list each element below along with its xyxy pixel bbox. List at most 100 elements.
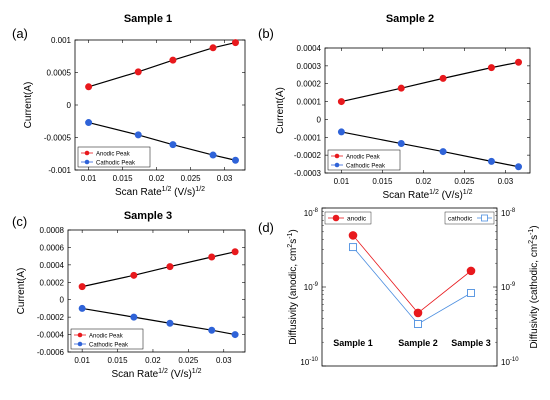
- legend-entry: Anodic Peak: [89, 333, 124, 339]
- series-anodic: [85, 39, 239, 91]
- series-cathodic: [78, 304, 239, 339]
- y-axis-label-text: Diffusivity (anodic, cm: [288, 248, 299, 345]
- y-axis-label: Current(A): [16, 268, 27, 315]
- panel-label: (a): [12, 26, 28, 41]
- legend-entry: Anodic Peak: [96, 151, 131, 157]
- x-tick-label: 0.015: [108, 356, 129, 365]
- data-point: [78, 304, 86, 312]
- data-point: [169, 141, 177, 149]
- y-tick-label-left: 10-10: [300, 357, 318, 367]
- data-point: [348, 231, 358, 240]
- series-anodic: [348, 231, 476, 318]
- legend-swatch-marker: [334, 162, 340, 168]
- y-tick-label: 0.0006: [40, 243, 65, 252]
- panel-title: Sample 2: [386, 13, 434, 25]
- y-axis-label-sup2: -1: [528, 229, 535, 235]
- data-point: [130, 271, 138, 279]
- data-point: [397, 84, 405, 92]
- y-axis-label-sup: 2: [528, 240, 535, 244]
- y-tick-label: -0.0006: [37, 348, 65, 357]
- series-line: [352, 235, 472, 314]
- y-tick-exp: -10: [309, 357, 318, 363]
- legend-entry: Anodic Peak: [346, 154, 381, 160]
- panel-title: Sample 3: [124, 210, 172, 222]
- y-tick-label: 0.0004: [297, 44, 322, 53]
- series-cathodic: [85, 119, 239, 164]
- y-tick-label: 0: [67, 101, 72, 110]
- y-axis-label-end: ): [529, 225, 540, 228]
- x-axis-label-units-sup: 1/2: [192, 368, 202, 375]
- y-tick-label: 0.0002: [297, 80, 322, 89]
- y-tick-label: 0.0005: [47, 69, 72, 78]
- y-axis-label: Current(A): [23, 82, 34, 129]
- data-point: [134, 68, 142, 76]
- y-tick-base: 10: [304, 209, 313, 218]
- y-tick-label: -0.0002: [37, 313, 65, 322]
- x-axis-label-sup: 1/2: [162, 186, 172, 193]
- y-tick-base: 10: [501, 209, 510, 218]
- y-axis-label-sup2: -1: [287, 232, 294, 238]
- y-tick-label: 0: [317, 115, 322, 124]
- y-tick-exp: -10: [510, 357, 519, 363]
- panel-3: (c) Sample 3 -0.0006 -0.0004 -0.0002 0 0.0002 0…: [12, 210, 246, 380]
- y-axis-label-text: Diffusivity (cathodic, cm: [529, 244, 540, 349]
- data-point: [439, 74, 447, 82]
- y-axis-label-left: Diffusivity (anodic, cm2s-1): [287, 229, 299, 345]
- x-tick-label: 0.025: [454, 177, 475, 186]
- y-tick-label-right: 10-9: [501, 282, 516, 292]
- y-tick-label: 0.001: [51, 36, 72, 45]
- x-tick-label: 0.03: [498, 177, 514, 186]
- plot-frame: [324, 47, 531, 174]
- x-axis-label: Scan Rate1/2 (V/s)1/2: [382, 189, 472, 201]
- x-tick-label: 0.01: [74, 356, 90, 365]
- y-axis-label: Current(A): [275, 87, 286, 134]
- x-tick-label: 0.015: [372, 177, 393, 186]
- y-tick-label: 0.0003: [297, 62, 322, 71]
- category-label: Sample 2: [398, 338, 438, 348]
- data-point: [231, 156, 239, 164]
- x-axis-label-sup: 1/2: [429, 189, 439, 196]
- y-tick-exp: -8: [510, 208, 516, 214]
- data-point: [231, 39, 239, 47]
- y-tick-label: 0.0008: [40, 226, 65, 235]
- data-point: [466, 266, 476, 276]
- y-tick-label-right: 10-10: [501, 357, 519, 367]
- x-axis-label: Scan Rate1/2 (V/s)1/2: [111, 368, 201, 380]
- y-axis-label-right: Diffusivity (cathodic, cm2s-1): [528, 225, 540, 348]
- data-point: [337, 128, 345, 136]
- data-point: [439, 148, 447, 156]
- y-tick-label: -0.0003: [294, 169, 322, 178]
- x-axis-label-units: (V/s): [439, 190, 463, 201]
- y-tick-base: 10: [300, 358, 309, 367]
- legend-entry: cathodic: [448, 216, 473, 223]
- data-point: [231, 331, 239, 339]
- x-tick-label: 0.02: [416, 177, 432, 186]
- data-point: [166, 319, 174, 327]
- data-point: [231, 248, 239, 256]
- y-tick-base: 10: [501, 358, 510, 367]
- series-line: [352, 246, 472, 325]
- y-tick-label: -0.0005: [44, 134, 72, 143]
- legend-box: [70, 328, 144, 350]
- y-tick-base: 10: [501, 283, 510, 292]
- data-point: [85, 119, 93, 127]
- y-tick-label: 0.0002: [40, 278, 65, 287]
- panel-label: (c): [12, 214, 27, 229]
- y-tick-label-left: 10-8: [304, 208, 319, 218]
- legend-swatch-marker: [334, 153, 340, 159]
- x-axis-label-units-sup: 1/2: [195, 186, 205, 193]
- data-point: [134, 131, 142, 139]
- data-point: [487, 64, 495, 72]
- data-point: [487, 157, 495, 165]
- panel-title: Sample 1: [124, 13, 172, 25]
- x-tick-label: 0.025: [178, 356, 199, 365]
- panel-2: (b) Sample 2 -0.0003 -0.0002 -0.0001 0 0.0001 0…: [258, 13, 531, 201]
- category-label: Sample 3: [451, 338, 491, 348]
- panel-label: (d): [258, 220, 274, 235]
- legend-cathodic: cathodic: [444, 211, 495, 225]
- legend: Anodic Peak Cathodic Peak: [70, 328, 144, 350]
- y-axis-label-mid: s: [288, 239, 299, 244]
- y-tick-label: -0.0004: [37, 331, 65, 340]
- category-label: Sample 1: [333, 338, 373, 348]
